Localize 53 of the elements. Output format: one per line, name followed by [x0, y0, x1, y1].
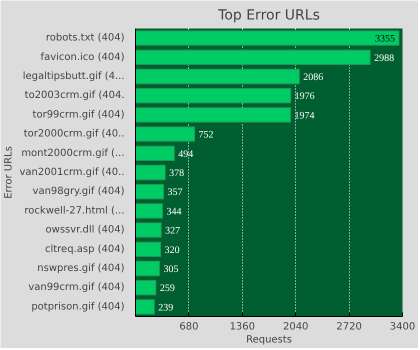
y-tick-label: favicon.ico (404)	[40, 52, 125, 63]
x-tick-label: 1360	[230, 322, 256, 332]
y-tick-label: to2003crm.gif (404.	[24, 90, 125, 102]
data-label: 1976	[294, 91, 315, 102]
y-tick-label: robots.txt (404)	[46, 32, 125, 44]
bar	[136, 164, 166, 180]
data-label: 259	[160, 283, 175, 294]
bar	[136, 107, 292, 123]
y-tick-label: rockwell-27.html (...	[24, 205, 124, 216]
data-label: 2988	[374, 52, 394, 64]
data-label: 752	[198, 130, 214, 141]
y-tick-label: van2001crm.gif (40..	[20, 167, 125, 178]
y-tick-label: mont2000crm.gif (...	[21, 148, 125, 159]
x-axis-title: Requests	[246, 334, 292, 346]
y-tick-label: potprison.gif (404)	[31, 301, 125, 312]
y-tick-label: legaltipsbutt.gif (4...	[22, 71, 125, 82]
bar	[136, 184, 164, 200]
data-label: 344	[166, 206, 182, 218]
bar	[136, 88, 292, 104]
x-tick-label: 2720	[336, 322, 362, 332]
y-tick-label: van99crm.gif (404)	[28, 282, 125, 294]
bar	[136, 299, 155, 315]
x-tick-label: 680	[179, 322, 198, 332]
y-tick-label: van98gry.gif (404)	[32, 186, 125, 198]
y-tick-label: tor99crm.gif (404)	[32, 109, 125, 120]
data-label: 378	[169, 168, 184, 179]
data-label: 327	[165, 226, 180, 237]
y-axis-title: Error URLs	[4, 146, 15, 199]
bar	[136, 260, 160, 276]
data-label: 2086	[303, 72, 324, 83]
bar	[136, 222, 162, 238]
y-tick-label: cltreq.asp (404)	[44, 244, 125, 255]
y-tick-label: owssvr.dll (404)	[46, 224, 125, 236]
bar	[136, 280, 156, 296]
data-label: 494	[178, 148, 194, 160]
bar	[136, 242, 162, 257]
data-label: 239	[158, 302, 174, 314]
bar	[136, 203, 164, 219]
x-tick-label: 3400	[390, 322, 416, 332]
data-label: 3355	[374, 34, 395, 45]
bar	[136, 30, 400, 46]
data-label: 357	[168, 187, 183, 198]
y-tick-label: tor2000crm.gif (40..	[24, 128, 125, 140]
data-label: 320	[164, 244, 180, 256]
y-tick-label: nswpres.gif (404)	[37, 263, 125, 274]
chart-title: Top Error URLs	[217, 8, 320, 24]
bar	[136, 146, 175, 161]
data-label: 305	[163, 264, 178, 275]
bar	[136, 68, 300, 84]
bar	[136, 126, 196, 142]
bar	[136, 50, 371, 65]
x-tick-label: 2040	[282, 322, 308, 332]
data-label: 1974	[294, 110, 315, 122]
